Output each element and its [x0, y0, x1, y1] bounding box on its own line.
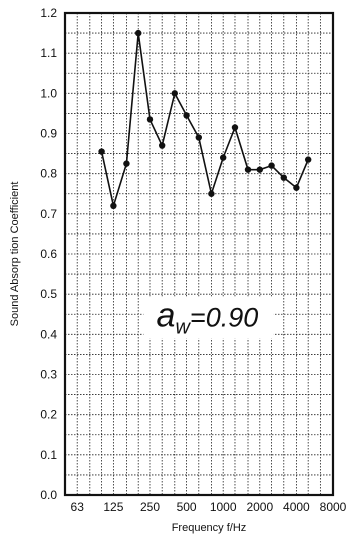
y-tick-label: 0.4	[40, 327, 57, 341]
x-tick-labels: 63 125 250 500 1000 2000 4000 8000	[71, 500, 347, 514]
plot-frame	[63, 11, 335, 497]
data-point	[268, 162, 275, 169]
data-point	[146, 116, 154, 123]
y-tick-label: 0.3	[40, 368, 57, 382]
data-point	[110, 202, 117, 209]
data-point	[158, 142, 166, 149]
series-polyline	[100, 32, 309, 209]
y-tick-label: 0.0	[40, 488, 57, 502]
x-tick-label: 125	[103, 500, 123, 514]
data-point	[208, 190, 215, 197]
grid-lines	[65, 13, 333, 495]
y-tick-label: 0.9	[40, 127, 57, 141]
data-point	[256, 166, 263, 173]
y-tick-label: 1.0	[40, 86, 57, 100]
annotation-value: =0.90	[190, 302, 258, 332]
data-point	[219, 154, 227, 161]
y-tick-label: 0.5	[40, 287, 57, 301]
data-point	[231, 124, 239, 131]
y-tick-label: 0.1	[40, 448, 57, 462]
x-tick-label: 2000	[246, 500, 273, 514]
y-tick-label: 0.6	[40, 247, 57, 261]
y-tick-label: 1.2	[40, 6, 57, 20]
data-point	[293, 184, 300, 191]
annotation-box: aw=0.90	[143, 296, 274, 339]
data-point	[195, 134, 202, 141]
data-point	[183, 112, 190, 119]
y-tick-label: 0.8	[40, 167, 57, 181]
y-tick-label: 1.1	[40, 46, 57, 60]
data-point	[98, 148, 105, 155]
data-point	[135, 29, 142, 37]
annotation-symbol: a	[157, 296, 176, 334]
annotation-subscript: w	[175, 316, 191, 338]
x-tick-label: 500	[177, 500, 197, 514]
data-point	[280, 174, 287, 181]
x-tick-label: 63	[71, 500, 85, 514]
y-tick-label: 0.2	[40, 408, 57, 422]
x-axis-title: Frequency f/Hz	[172, 522, 247, 534]
y-tick-label: 0.7	[40, 207, 57, 221]
data-point	[123, 160, 130, 167]
data-point	[244, 166, 252, 173]
series-line	[100, 32, 309, 209]
x-tick-label: 1000	[210, 500, 237, 514]
weighted-absorption-annotation: aw=0.90	[157, 296, 259, 338]
x-tick-label: 250	[140, 500, 160, 514]
x-tick-label: 8000	[320, 500, 347, 514]
data-point	[304, 156, 312, 163]
data-points	[98, 29, 312, 209]
y-axis-title: Sound Absorp tion Coefficient	[9, 182, 21, 327]
y-tick-labels: 0.0 0.1 0.2 0.3 0.4 0.5 0.6 0.7 0.8 0.9 1.0 1.1 1.2	[40, 6, 57, 502]
data-point	[171, 90, 179, 97]
x-tick-label: 4000	[283, 500, 310, 514]
